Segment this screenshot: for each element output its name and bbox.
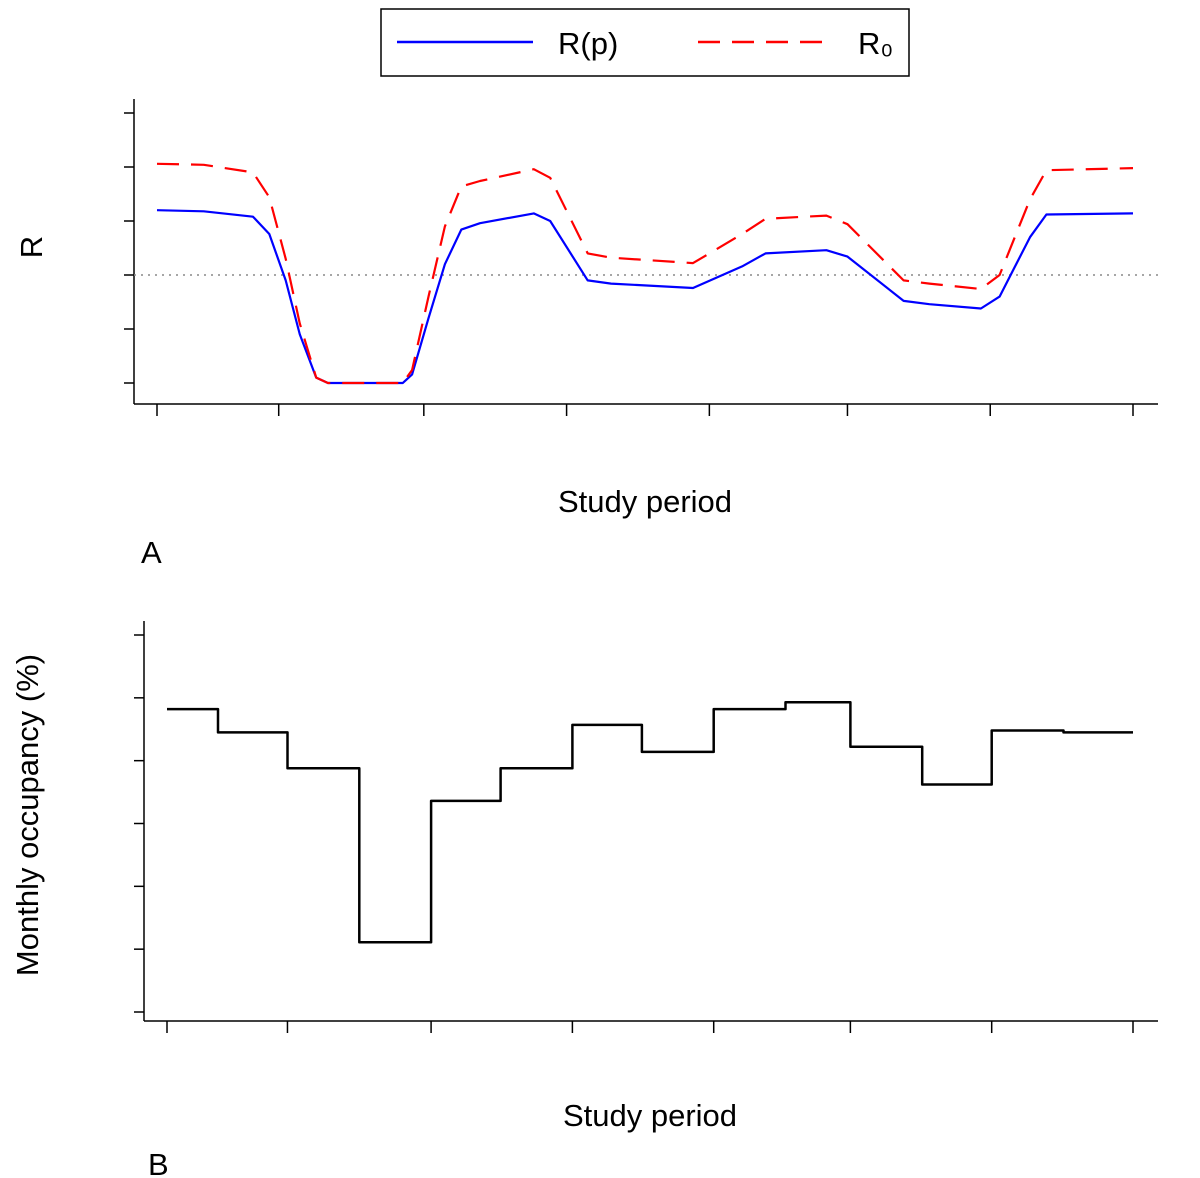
series-line-r-p [156,209,1134,385]
x-axis-title-a: Study period [558,484,732,519]
x-axis-title-b: Study period [563,1098,737,1133]
panel-b-chart: Monthly occupancy (%) Study period B [10,621,1158,1178]
legend-label-r0: R₀ [858,26,893,61]
series-lines-a [156,162,1134,385]
panel-a-chart: R(p) R₀ R Study period A [14,8,1158,570]
y-axis-a [124,99,135,404]
series-line-r [156,162,1134,385]
series-line-occupancy [167,700,1133,944]
x-axis-a [134,403,1158,416]
x-axis-b [144,1020,1158,1033]
panel-label-b: B [148,1147,169,1178]
series-lines-b [167,700,1133,944]
legend: R(p) R₀ [380,8,910,77]
y-axis-b [134,621,145,1021]
panel-label-a: A [141,535,162,570]
y-axis-title-a: R [14,236,49,258]
legend-label-r-p: R(p) [558,26,618,61]
y-axis-title-b: Monthly occupancy (%) [10,654,45,976]
